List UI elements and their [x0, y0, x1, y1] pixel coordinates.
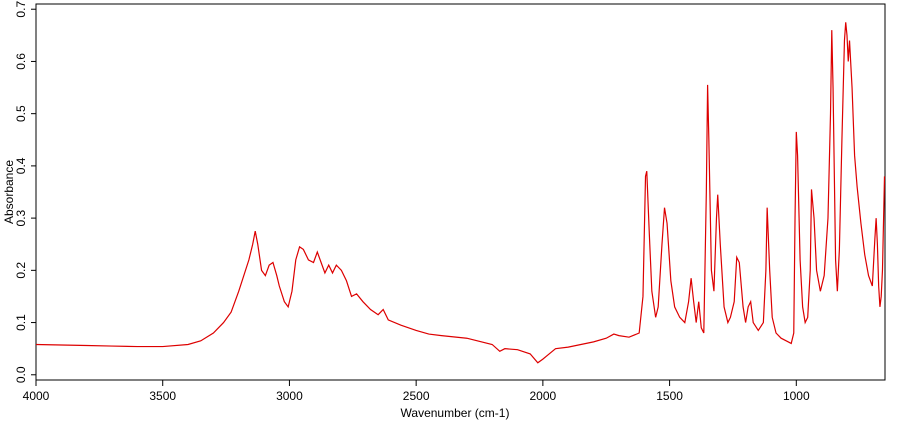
- y-tick-label: 0.0: [14, 366, 28, 383]
- y-tick-label: 0.1: [14, 314, 28, 331]
- x-tick-label: 2000: [530, 389, 557, 403]
- x-tick-label: 3500: [149, 389, 176, 403]
- x-tick-label: 2500: [403, 389, 430, 403]
- x-axis-label: Wavenumber (cm-1): [401, 406, 510, 420]
- x-tick-label: 1000: [783, 389, 810, 403]
- y-tick-label: 0.2: [14, 262, 28, 279]
- y-tick-label: 0.5: [14, 105, 28, 122]
- y-tick-label: 0.7: [14, 1, 28, 18]
- x-tick-label: 3000: [276, 389, 303, 403]
- plot-frame: [35, 3, 886, 381]
- y-tick-label: 0.3: [14, 209, 28, 226]
- x-tick-label: 4000: [23, 389, 50, 403]
- y-tick-label: 0.6: [14, 53, 28, 70]
- x-tick-label: 1500: [656, 389, 683, 403]
- y-axis-label: Absorbance: [2, 160, 16, 224]
- y-tick-label: 0.4: [14, 157, 28, 174]
- spectrum-line: [35, 22, 886, 364]
